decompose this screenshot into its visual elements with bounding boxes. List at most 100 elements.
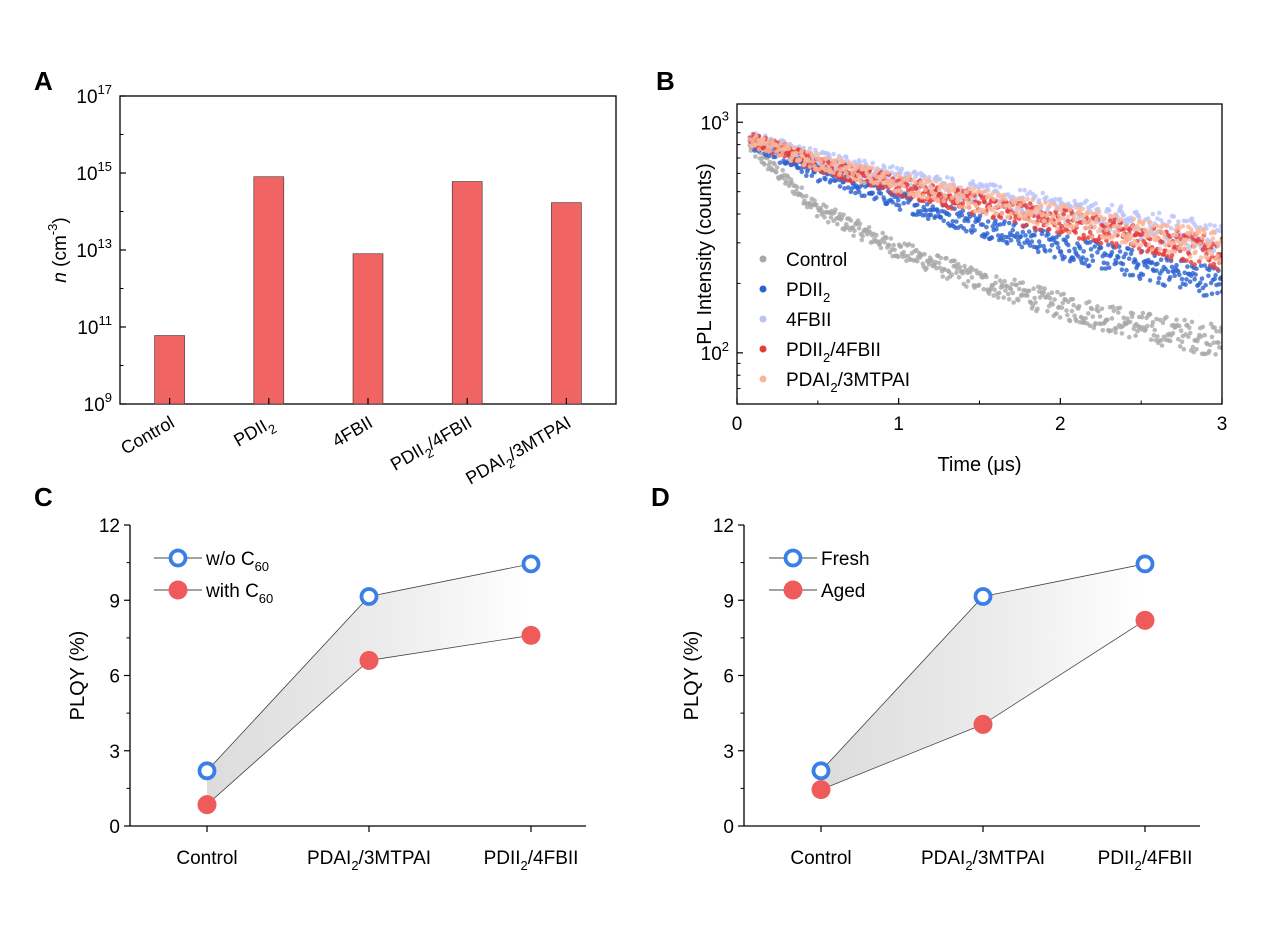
data-point xyxy=(1138,250,1144,255)
data-point xyxy=(1036,197,1042,203)
legend: Control PDII2 4FBII PDII2/4FBII PDAI2/3MTPAI xyxy=(759,250,910,395)
data-point xyxy=(800,154,805,159)
data-point xyxy=(1087,323,1093,329)
data-point xyxy=(851,233,856,238)
shaded-band xyxy=(207,563,531,805)
data-point xyxy=(1117,305,1123,311)
data-point xyxy=(1089,234,1095,240)
data-point xyxy=(1156,280,1161,286)
data-point xyxy=(901,183,906,189)
data-point xyxy=(1090,258,1096,264)
data-point xyxy=(822,215,827,220)
data-point xyxy=(1163,242,1168,248)
data-point xyxy=(1040,211,1046,217)
data-point xyxy=(856,225,862,231)
data-point xyxy=(1058,249,1064,254)
data-point xyxy=(1097,226,1103,231)
data-point xyxy=(937,177,943,182)
data-point xyxy=(1109,250,1115,255)
data-point xyxy=(949,206,955,211)
data-point xyxy=(767,159,773,165)
data-point xyxy=(1016,241,1022,247)
data-point xyxy=(1037,243,1043,249)
data-point xyxy=(1030,303,1036,309)
data-point xyxy=(1027,201,1033,206)
panel-letter-b: B xyxy=(656,66,675,96)
data-point xyxy=(770,138,775,143)
data-point xyxy=(1022,187,1027,193)
data-point xyxy=(1177,344,1183,349)
data-point xyxy=(985,219,991,224)
data-point xyxy=(1042,218,1047,224)
data-point xyxy=(1139,232,1145,237)
data-point xyxy=(943,194,948,200)
data-point xyxy=(1066,248,1072,254)
data-point xyxy=(1071,257,1076,263)
data-point xyxy=(1011,300,1016,305)
x-tick-label: Control xyxy=(117,412,177,458)
data-point xyxy=(1013,200,1018,205)
data-point xyxy=(982,199,987,205)
data-point xyxy=(1194,266,1199,272)
data-point xyxy=(1165,223,1170,228)
y-tick-label: 9 xyxy=(723,591,734,612)
data-point xyxy=(1025,205,1030,211)
data-point xyxy=(997,202,1003,208)
legend-marker xyxy=(759,255,767,263)
data-point xyxy=(915,193,921,198)
data-point xyxy=(1207,240,1213,246)
data-point xyxy=(1159,239,1165,245)
data-point xyxy=(1086,235,1091,240)
data-point xyxy=(950,219,956,224)
data-point xyxy=(938,255,944,261)
data-point xyxy=(807,146,813,151)
panel-b: B 0 1 2 3 102 103 Time (μs) PL Intensity (counts… xyxy=(656,66,1227,476)
data-point xyxy=(1149,260,1155,265)
y-tick-label: 1013 xyxy=(76,236,112,262)
data-point xyxy=(973,714,993,734)
data-point xyxy=(1114,325,1119,331)
data-point xyxy=(957,204,963,210)
y-axis-label: PL Intensity (counts) xyxy=(694,163,716,345)
data-point xyxy=(1136,226,1141,232)
data-point xyxy=(870,165,875,171)
data-point xyxy=(969,275,975,280)
data-point xyxy=(1174,262,1179,268)
data-point xyxy=(1176,336,1181,342)
data-point xyxy=(1213,256,1218,262)
data-point xyxy=(1150,223,1156,229)
data-point xyxy=(965,189,970,195)
data-point xyxy=(1103,266,1108,271)
legend-label: PDII2/4FBII xyxy=(786,340,881,365)
data-point xyxy=(1084,220,1089,226)
data-point xyxy=(960,208,966,213)
data-point xyxy=(1119,331,1125,336)
data-point xyxy=(1006,291,1011,297)
data-point xyxy=(833,178,838,183)
data-point xyxy=(1035,306,1040,312)
data-point xyxy=(831,170,836,176)
data-point xyxy=(997,278,1003,283)
data-point xyxy=(831,151,836,157)
data-point xyxy=(812,198,817,203)
data-point xyxy=(1036,249,1041,255)
data-point xyxy=(1046,226,1052,232)
data-point xyxy=(1134,242,1139,247)
data-point xyxy=(1020,280,1026,285)
data-point xyxy=(1199,235,1205,241)
x-tick-label: PDAI2/3MTPAI xyxy=(307,848,431,873)
data-point xyxy=(857,221,863,227)
bar xyxy=(154,335,185,405)
bar xyxy=(352,253,384,405)
legend-label: PDII2 xyxy=(786,280,830,305)
data-point xyxy=(926,262,932,267)
data-point xyxy=(1177,323,1182,329)
data-point xyxy=(1124,224,1129,229)
x-tick-label: PDII2/4FBII xyxy=(484,848,579,873)
data-point xyxy=(890,200,895,205)
data-point xyxy=(1099,306,1105,312)
data-point xyxy=(850,171,855,177)
data-point xyxy=(882,240,887,245)
data-point xyxy=(755,137,761,143)
data-point xyxy=(1006,220,1012,226)
